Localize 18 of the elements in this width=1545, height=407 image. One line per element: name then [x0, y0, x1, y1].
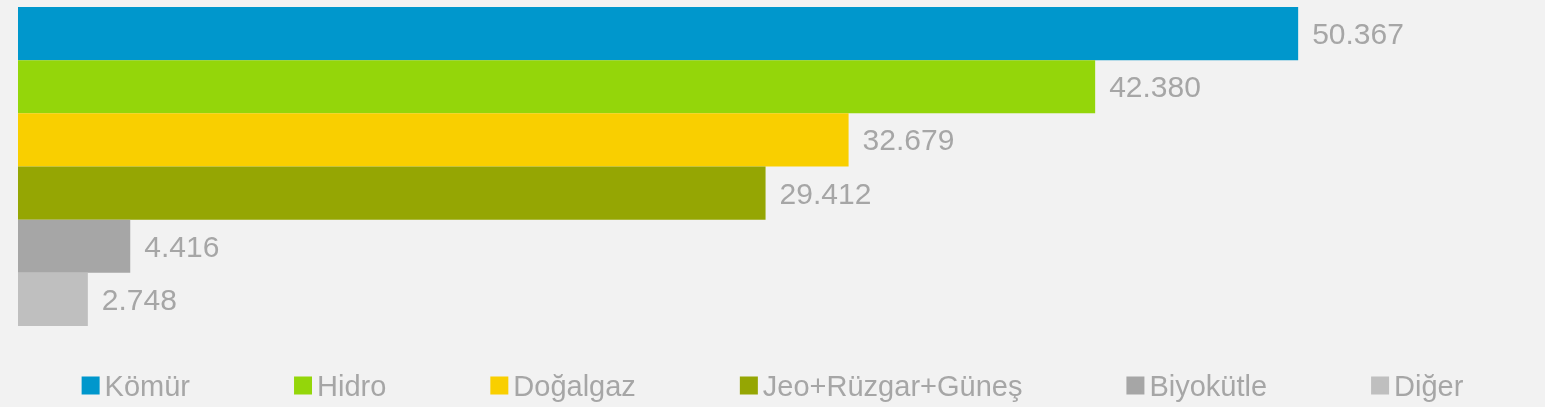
- legend-label: Doğalgaz: [513, 369, 636, 402]
- legend-label: Jeo+Rüzgar+Güneş: [762, 369, 1023, 402]
- data-label: 2.748: [101, 282, 177, 316]
- legend-label: Diğer: [1394, 369, 1464, 402]
- legend-label: Kömür: [104, 369, 191, 402]
- data-label: 32.679: [862, 123, 955, 157]
- data-label: 42.380: [1109, 70, 1201, 104]
- data-label: 29.412: [779, 176, 872, 210]
- legend-label: Hidro: [317, 369, 387, 402]
- bar: [18, 166, 766, 220]
- bar: [18, 272, 88, 326]
- bar: [18, 113, 849, 167]
- bar: [18, 7, 1299, 61]
- data-label: 4.416: [144, 229, 220, 263]
- data-label: 50.367: [1312, 17, 1404, 51]
- bar: [18, 219, 131, 273]
- legend-label: Biyokütle: [1149, 369, 1268, 402]
- bar: [18, 60, 1096, 114]
